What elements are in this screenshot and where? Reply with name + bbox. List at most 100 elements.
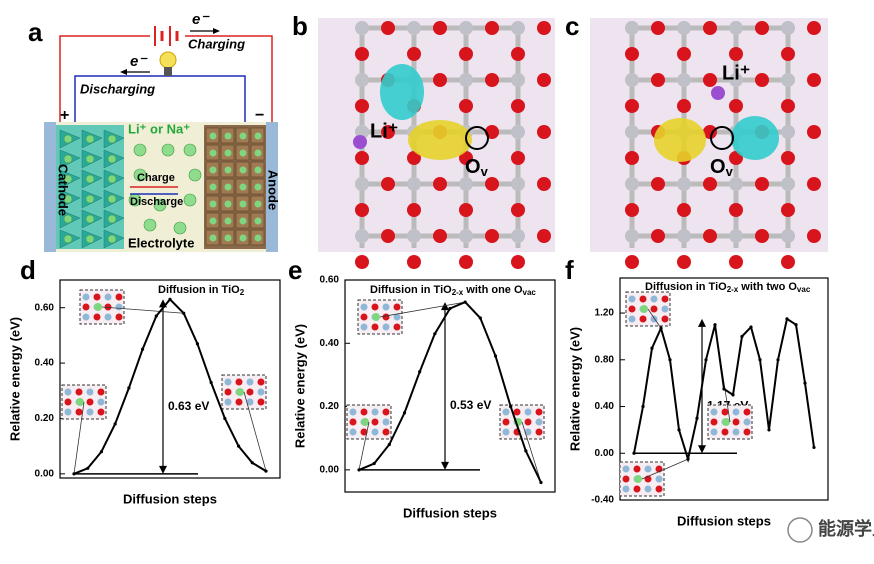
inset-atom <box>633 485 641 493</box>
ion <box>85 234 95 244</box>
ion <box>239 166 247 174</box>
inset-atom <box>628 305 636 313</box>
o-atom <box>511 151 525 165</box>
o-atom <box>407 151 421 165</box>
y-tick-label: 0.20 <box>320 401 340 412</box>
o-atom <box>755 229 769 243</box>
inset-atom <box>639 295 647 303</box>
inset-atom <box>104 313 112 321</box>
battery-label: Discharging <box>80 81 155 96</box>
inset-atom <box>633 465 641 473</box>
li-label: Li⁺ <box>370 120 398 142</box>
o-atom <box>511 203 525 217</box>
ov-label: Ov <box>710 156 734 179</box>
inset-atom <box>75 408 83 416</box>
inset-atom <box>115 313 123 321</box>
plot-frame <box>59 279 281 479</box>
title-text: Diffusion in TiO <box>370 284 452 296</box>
ion <box>224 217 232 225</box>
y-tick-label: 0.00 <box>595 448 615 459</box>
o-atom <box>511 99 525 113</box>
o-atom <box>459 255 473 269</box>
ion <box>161 143 175 157</box>
inset-atom <box>246 388 254 396</box>
inset-atom <box>661 305 669 313</box>
inset-atom <box>524 408 532 416</box>
inset-atom <box>224 388 232 396</box>
current-collector <box>266 122 278 252</box>
o-atom <box>485 177 499 191</box>
inset-atom <box>371 418 379 426</box>
ti-atom <box>625 229 639 243</box>
o-atom <box>729 255 743 269</box>
battery-label: Charge <box>137 172 175 184</box>
data-point <box>695 416 699 420</box>
data-point <box>402 411 407 415</box>
o-atom <box>807 125 821 139</box>
inset-atom <box>115 293 123 301</box>
o-atom <box>729 203 743 217</box>
pointer <box>647 308 662 329</box>
inset-li <box>76 398 84 406</box>
inset-atom <box>257 378 265 386</box>
ion <box>224 132 232 140</box>
ti-atom <box>459 177 473 191</box>
inset-atom <box>360 323 368 331</box>
ion <box>183 143 197 157</box>
inset-li <box>634 475 642 483</box>
data-point <box>195 342 200 346</box>
title-subscript: 2 <box>240 288 245 297</box>
inset-atom <box>622 465 630 473</box>
inset-atom <box>349 428 357 436</box>
ion <box>107 234 117 244</box>
pointer <box>379 301 466 318</box>
y-axis-label: Relative energy (eV) <box>292 324 307 448</box>
inset-atom <box>743 408 751 416</box>
pointer <box>641 458 689 480</box>
data-point <box>223 416 227 421</box>
ion <box>224 183 232 191</box>
title-text: Diffusion in TiO <box>645 281 727 293</box>
inset-atom <box>721 408 729 416</box>
ion <box>173 221 187 235</box>
inset-atom <box>382 303 390 311</box>
arrow-head <box>159 465 167 474</box>
x-axis-label: Diffusion steps <box>677 513 771 528</box>
o-atom <box>625 203 639 217</box>
o-atom <box>625 151 639 165</box>
inset-atom <box>371 428 379 436</box>
inset-atom <box>64 388 72 396</box>
data-point <box>749 325 753 329</box>
data-point <box>722 387 726 391</box>
ti-atom <box>511 21 525 35</box>
o-atom <box>355 99 369 113</box>
bulb <box>159 51 177 69</box>
o-atom <box>537 177 551 191</box>
panel-label: c <box>565 11 579 41</box>
y-tick-label: 0.60 <box>35 302 55 313</box>
o-atom <box>807 177 821 191</box>
inset-atom <box>371 408 379 416</box>
inset-atom <box>64 408 72 416</box>
ti-atom <box>625 21 639 35</box>
ti-atom <box>781 229 795 243</box>
ov-main: O <box>465 156 481 178</box>
ti-atom <box>677 229 691 243</box>
data-point <box>182 311 186 315</box>
o-atom <box>433 21 447 35</box>
ion <box>209 166 217 174</box>
o-atom <box>433 229 447 243</box>
ion <box>107 154 117 164</box>
ion <box>63 154 73 164</box>
ti-atom <box>729 177 743 191</box>
data-point <box>713 323 717 327</box>
inset-atom <box>732 408 740 416</box>
watermark: 能源学人 <box>818 518 874 539</box>
inset-atom <box>650 295 658 303</box>
o-atom <box>485 229 499 243</box>
data-point <box>509 404 513 409</box>
battery-label: Charging <box>188 36 245 51</box>
ion <box>239 183 247 191</box>
o-atom <box>355 151 369 165</box>
